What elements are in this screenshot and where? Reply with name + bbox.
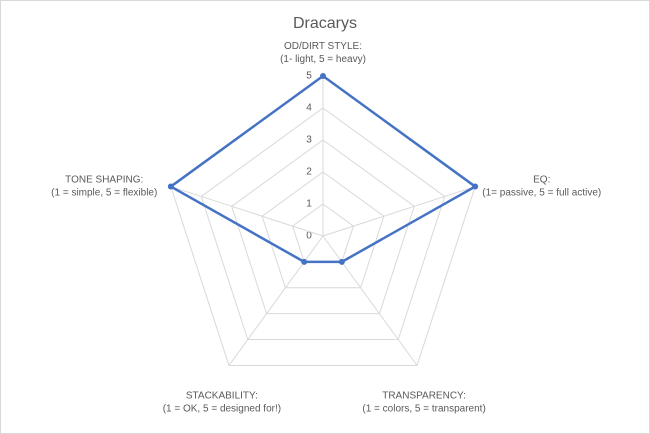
- data-point: [320, 73, 326, 79]
- series-line: [169, 74, 477, 264]
- r-tick-label: 3: [306, 135, 312, 146]
- category-label-line: EQ:: [533, 174, 550, 185]
- grid-line: [231, 139, 415, 315]
- category-label-line: (1- light, 5 = heavy): [280, 54, 366, 65]
- category-label: TONE SHAPING: (1 = simple, 5 = flexible): [51, 174, 157, 198]
- category-label-line: (1 = OK, 5 = designed for!): [163, 403, 281, 414]
- category-label-line: (1 = colors, 5 = transparent): [362, 403, 485, 414]
- r-tick-label: 0: [306, 231, 312, 242]
- r-tick-label: 5: [306, 71, 312, 82]
- spoke: [322, 186, 476, 237]
- r-tick-label: 4: [306, 103, 312, 114]
- category-label: OD/DIRT STYLE: (1- light, 5 = heavy): [280, 41, 366, 65]
- grid-line: [261, 171, 385, 289]
- category-label: EQ: (1= passive, 5 = full active): [482, 174, 601, 198]
- data-point: [301, 258, 308, 265]
- category-label: TRANSPARENCY: (1 = colors, 5 = transparen…: [362, 390, 485, 414]
- grid-line: [200, 107, 446, 341]
- chart-title: Dracarys: [293, 15, 357, 32]
- category-label-line: (1= passive, 5 = full active): [482, 187, 601, 198]
- category-label-line: TRANSPARENCY:: [382, 390, 466, 401]
- category-label-line: OD/DIRT STYLE:: [284, 41, 362, 52]
- category-label: STACKABILITY: (1 = OK, 5 = designed for!): [163, 390, 281, 414]
- category-label-line: TONE SHAPING:: [65, 174, 143, 185]
- category-label-line: STACKABILITY:: [186, 390, 258, 401]
- r-tick-label: 1: [306, 199, 312, 210]
- data-point: [472, 183, 479, 190]
- data-point: [167, 183, 174, 190]
- r-tick-label: 2: [306, 167, 312, 178]
- category-label-line: (1 = simple, 5 = flexible): [51, 187, 157, 198]
- data-point: [338, 258, 345, 265]
- spoke: [228, 235, 324, 366]
- spoke: [170, 186, 324, 237]
- spoke: [322, 235, 418, 366]
